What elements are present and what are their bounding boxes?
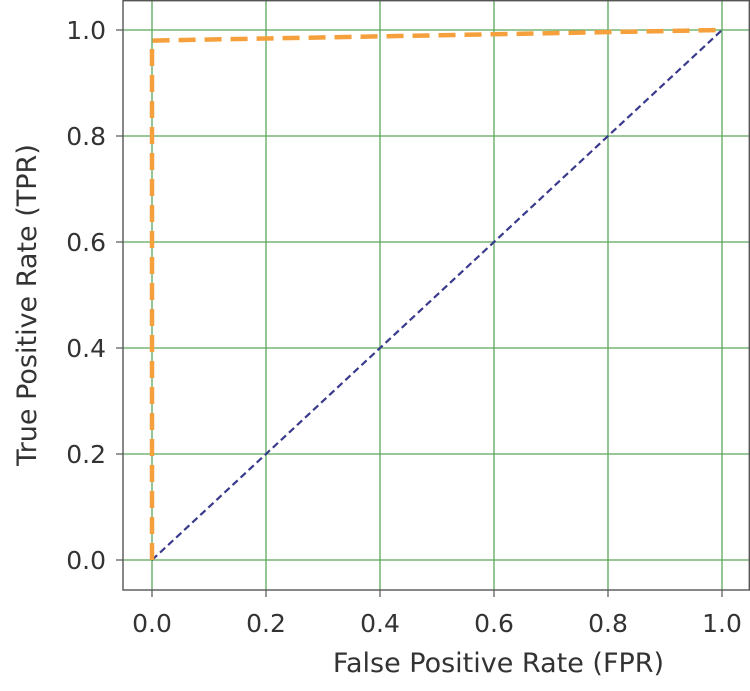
y-tick-label: 1.0 [66,16,106,45]
x-tick-label: 0.2 [246,609,286,638]
x-axis-ticks: 0.0 0.2 0.4 0.6 0.8 1.0 [132,590,742,638]
y-axis-ticks: 0.0 0.2 0.4 0.6 0.8 1.0 [66,16,123,575]
x-axis-label: False Positive Rate (FPR) [333,648,664,679]
x-tick-label: 0.8 [588,609,628,638]
x-tick-label: 0.6 [474,609,514,638]
x-tick-label: 1.0 [702,609,742,638]
y-tick-label: 0.6 [66,228,106,257]
diagonal-reference-line [151,29,723,561]
series-lines [149,27,723,561]
roc-curve-line [149,27,723,560]
y-tick-label: 0.2 [66,440,106,469]
plot-frame [122,0,750,591]
y-tick-label: 0.4 [66,334,106,363]
x-tick-label: 0.0 [132,609,172,638]
x-tick-label: 0.4 [360,609,400,638]
y-axis-label: True Positive Rate (TPR) [12,144,43,467]
grid [123,0,750,590]
y-tick-label: 0.0 [66,546,106,575]
y-tick-label: 0.8 [66,122,106,151]
